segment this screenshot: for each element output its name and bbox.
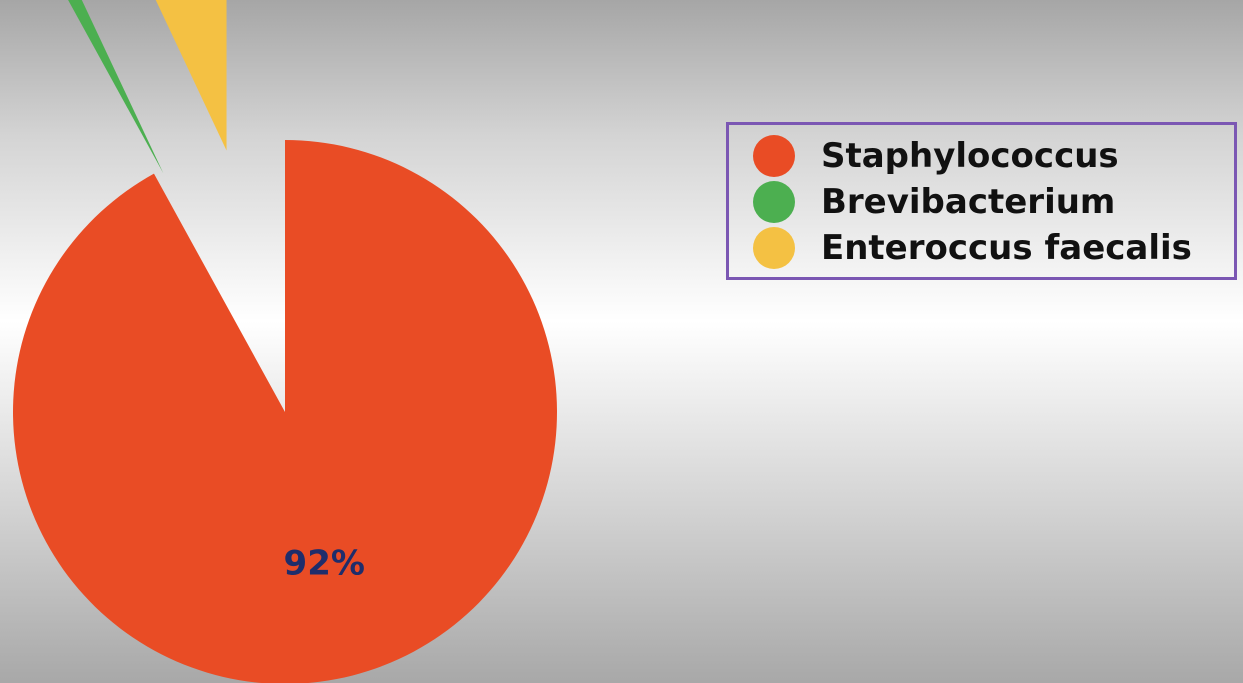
legend-swatch-enteroccus-faecalis: [753, 227, 795, 269]
legend-swatch-staphylococcus: [753, 135, 795, 177]
chart-legend: Staphylococcus Brevibacterium Enteroccus…: [726, 122, 1237, 280]
legend-swatch-brevibacterium: [753, 181, 795, 223]
legend-label-staphylococcus: Staphylococcus: [821, 136, 1119, 176]
legend-label-enteroccus-faecalis: Enteroccus faecalis: [821, 228, 1192, 268]
pie-slice-enteroccus-faecalis: [155, 0, 227, 151]
pie-slices: [13, 0, 557, 683]
legend-item-enteroccus-faecalis: Enteroccus faecalis: [753, 225, 1234, 271]
legend-label-brevibacterium: Brevibacterium: [821, 182, 1116, 222]
legend-item-staphylococcus: Staphylococcus: [753, 133, 1234, 179]
data-label-staphylococcus: 92%: [284, 543, 365, 583]
pie-slice-staphylococcus: [13, 140, 557, 683]
pie-slice-brevibacterium: [68, 0, 164, 174]
legend-item-brevibacterium: Brevibacterium: [753, 179, 1234, 225]
pie-data-labels: 92%1%7%: [284, 543, 365, 583]
